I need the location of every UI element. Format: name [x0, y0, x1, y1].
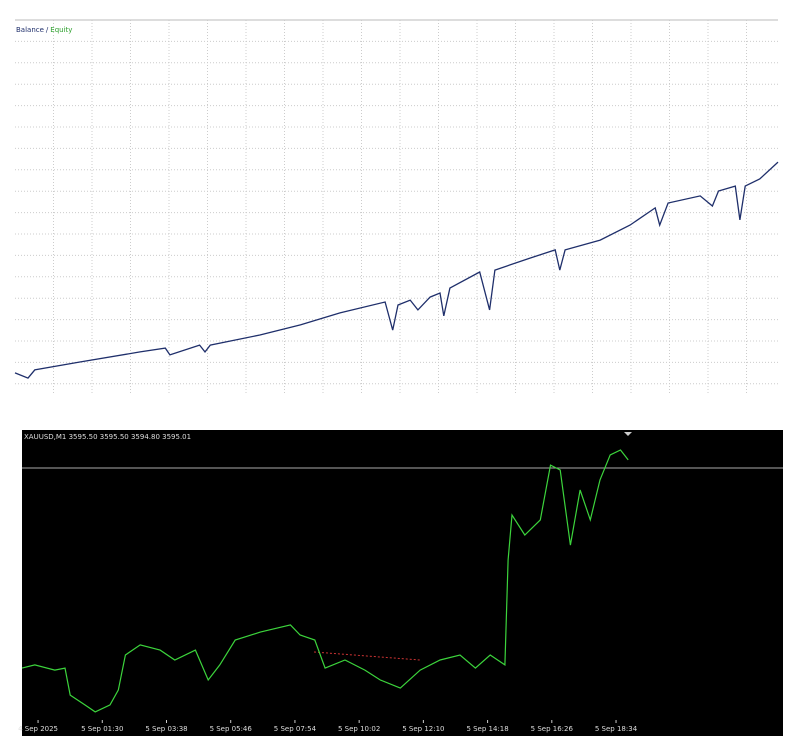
- x-tick-label: 5 Sep 03:38: [145, 725, 187, 733]
- trade-line: [313, 651, 421, 661]
- x-tick-label: 4 Sep 2025: [18, 725, 58, 733]
- x-tick-label: 5 Sep 01:30: [81, 725, 123, 733]
- time-axis: [22, 720, 783, 736]
- legend-entry: Equity: [50, 26, 72, 34]
- x-tick-label: 5 Sep 16:26: [531, 725, 574, 733]
- x-tick-label: 5 Sep 10:02: [338, 725, 380, 733]
- chart-title: XAUUSD,M1 3595.50 3595.50 3594.80 3595.0…: [24, 433, 191, 441]
- marker: [624, 432, 632, 436]
- x-tick-label: 5 Sep 18:34: [595, 725, 638, 733]
- series-line: [21, 449, 629, 713]
- legend-entry: /: [46, 26, 49, 34]
- equity-panel: [15, 20, 778, 395]
- x-tick-label: 5 Sep 07:54: [274, 725, 317, 733]
- legend-entry: Balance: [16, 26, 44, 34]
- price-panel: [22, 430, 783, 720]
- x-tick-label: 5 Sep 12:10: [402, 725, 444, 733]
- x-tick-label: 5 Sep 14:18: [466, 725, 508, 733]
- series-line: [14, 161, 779, 379]
- x-tick-label: 5 Sep 05:46: [210, 725, 253, 733]
